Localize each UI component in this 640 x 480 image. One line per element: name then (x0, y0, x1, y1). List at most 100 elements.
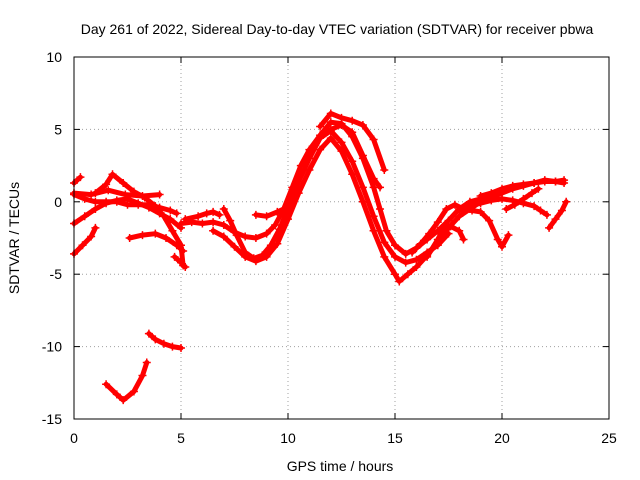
data-point (172, 241, 181, 250)
data-point (534, 184, 543, 193)
data-point (487, 196, 496, 205)
data-point (358, 197, 367, 206)
data-point (209, 218, 218, 227)
x-tick-label: 5 (177, 430, 185, 446)
data-point (412, 262, 421, 271)
data-point (241, 252, 250, 261)
data-point (119, 396, 128, 405)
data-point (502, 205, 511, 214)
data-point (316, 134, 325, 143)
data-point (337, 113, 346, 122)
data-point (251, 210, 260, 219)
data-point (80, 194, 89, 203)
data-point (91, 223, 100, 232)
y-tick-label: 10 (46, 49, 62, 65)
data-point (129, 187, 138, 196)
data-point (181, 215, 190, 224)
data-point (412, 255, 421, 264)
data-point (112, 197, 121, 206)
data-point (446, 222, 455, 231)
data-point (348, 157, 357, 166)
data-point (151, 229, 160, 238)
data-point (348, 128, 357, 137)
data-point (279, 205, 288, 214)
data-point (326, 109, 335, 118)
data-point (433, 235, 442, 244)
data-point (251, 257, 260, 266)
data-point (540, 176, 549, 185)
data-point (129, 387, 138, 396)
data-point (391, 241, 399, 250)
data-point (530, 178, 539, 187)
x-tick-label: 0 (70, 430, 78, 446)
ticks: 0 5 10 15 20 25 -15 -10 -5 0 5 10 (42, 49, 617, 446)
data-point (401, 249, 410, 258)
data-point (380, 238, 389, 247)
data-point (119, 178, 128, 187)
data-point (134, 200, 143, 209)
chart-title: Day 261 of 2022, Sidereal Day-to-day VTE… (81, 21, 594, 37)
data-point (326, 125, 335, 134)
data-point (102, 197, 111, 206)
data-point (519, 180, 528, 189)
data-point (125, 234, 134, 242)
data-point (262, 252, 271, 261)
x-tick-label: 20 (494, 430, 510, 446)
data-point (251, 234, 260, 242)
data-point (209, 207, 218, 216)
data-point (391, 270, 399, 279)
data-point (91, 197, 100, 206)
series-sat-c (71, 225, 98, 257)
data-point (144, 329, 153, 338)
data-point (87, 232, 96, 241)
data-point (536, 206, 545, 215)
grid (74, 57, 609, 419)
data-point (508, 181, 517, 190)
data-point (168, 226, 177, 235)
data-point (530, 202, 539, 211)
series-sat-o (253, 206, 287, 219)
data-point (181, 262, 190, 271)
data-point (440, 223, 449, 232)
data-point (493, 235, 502, 244)
data-point (455, 206, 464, 215)
y-tick-label: -5 (50, 266, 63, 282)
data-point (294, 189, 303, 198)
data-point (455, 226, 464, 235)
data-point (166, 206, 175, 215)
data-point (376, 183, 385, 192)
data-point (557, 206, 566, 215)
data-point (380, 252, 389, 261)
data-point (358, 151, 367, 160)
y-axis-title: SDTVAR / TECUs (6, 182, 22, 294)
data-point (442, 205, 451, 214)
data-point (76, 173, 85, 182)
data-point (177, 344, 185, 353)
series-sat-a (71, 174, 83, 186)
data-point (241, 232, 250, 241)
data-point (168, 342, 177, 351)
data-point (172, 209, 181, 218)
data-point (369, 174, 378, 183)
data-point (498, 242, 506, 251)
data-point (485, 216, 494, 225)
x-tick-label: 25 (601, 430, 617, 446)
data-point (219, 232, 228, 241)
data-point (170, 252, 179, 261)
data-point (151, 335, 160, 344)
data-point (337, 138, 346, 147)
data-point (209, 226, 218, 235)
data-point (78, 241, 87, 250)
data-point (138, 231, 147, 240)
data-point (391, 252, 399, 261)
data-point (202, 209, 211, 218)
series-sat-q (328, 122, 383, 190)
data-point (230, 242, 239, 251)
data-point (358, 183, 367, 192)
data-point (401, 258, 410, 267)
data-point (273, 239, 282, 248)
data-point (337, 147, 346, 156)
data-point (337, 121, 346, 130)
